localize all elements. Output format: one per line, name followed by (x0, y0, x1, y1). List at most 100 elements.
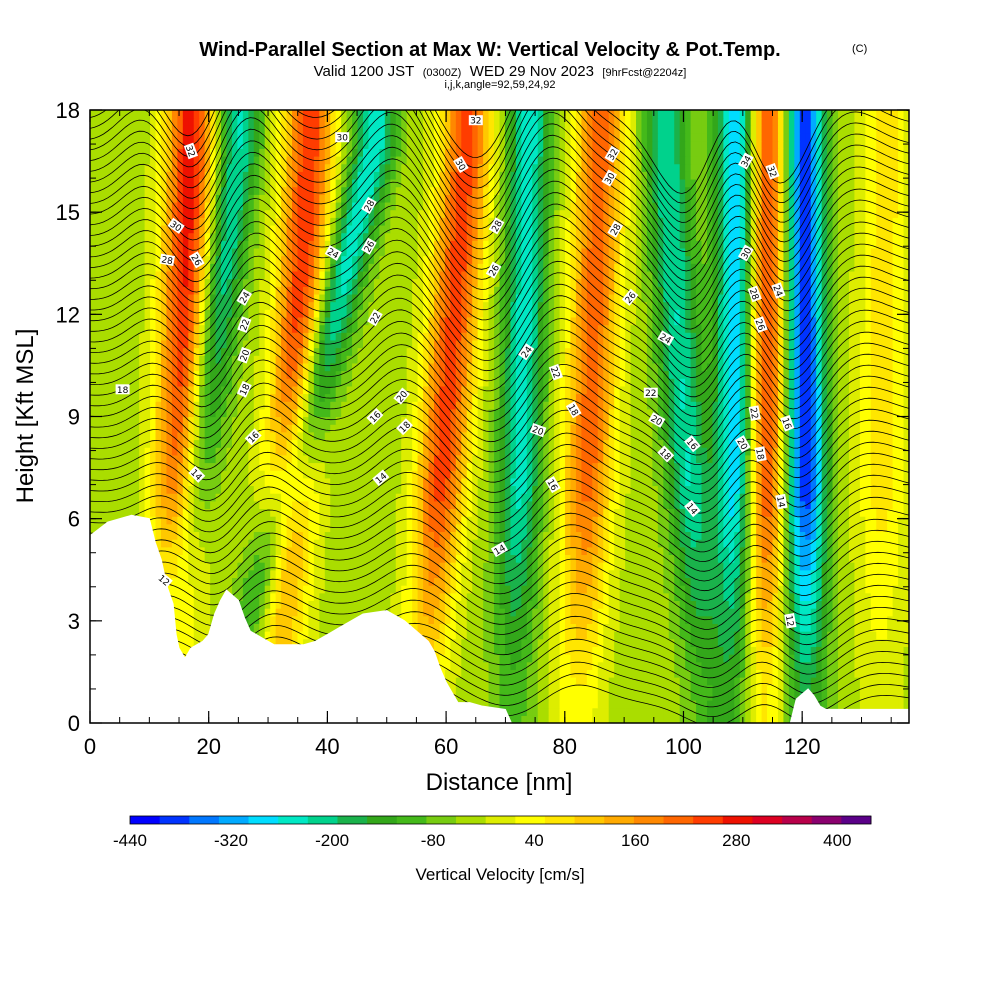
velocity-cell (657, 715, 664, 723)
velocity-cell (510, 692, 517, 701)
velocity-cell (390, 554, 397, 563)
velocity-cell (838, 577, 845, 586)
velocity-cell (472, 516, 479, 525)
velocity-cell (515, 638, 522, 647)
velocity-cell (455, 516, 462, 525)
velocity-cell (859, 677, 866, 686)
velocity-cell (734, 485, 741, 494)
velocity-cell (144, 462, 151, 471)
velocity-cell (859, 585, 866, 594)
velocity-cell (870, 631, 877, 640)
velocity-cell (668, 615, 675, 624)
velocity-cell (652, 715, 659, 723)
velocity-cell (788, 638, 795, 647)
velocity-cell (210, 562, 217, 571)
velocity-cell (532, 585, 539, 594)
velocity-cell (193, 631, 200, 640)
velocity-cell (799, 661, 806, 670)
velocity-cell (510, 523, 517, 533)
velocity-cell (302, 585, 309, 594)
velocity-cell (477, 608, 484, 617)
velocity-cell (827, 684, 834, 693)
velocity-cell (701, 477, 708, 487)
velocity-cell (794, 485, 801, 494)
velocity-cell (881, 677, 888, 686)
velocity-cell (450, 608, 457, 617)
velocity-cell (887, 539, 894, 548)
velocity-cell (450, 500, 457, 510)
velocity-cell (570, 585, 577, 594)
velocity-cell (346, 485, 353, 494)
velocity-cell (712, 562, 719, 571)
velocity-cell (717, 677, 724, 686)
velocity-cell (439, 539, 446, 548)
velocity-cell (193, 531, 200, 540)
velocity-cell (483, 692, 490, 701)
velocity-cell (199, 500, 206, 510)
velocity-cell (728, 585, 735, 594)
velocity-cell (679, 600, 686, 609)
velocity-cell (335, 592, 342, 601)
velocity-cell (412, 554, 419, 563)
velocity-cell (848, 493, 855, 502)
velocity-cell (657, 677, 664, 686)
velocity-cell (827, 654, 834, 663)
velocity-cell (313, 493, 320, 502)
velocity-cell (401, 531, 408, 540)
velocity-cell (477, 615, 484, 624)
velocity-cell (739, 707, 746, 716)
velocity-cell (772, 707, 779, 716)
velocity-cell (887, 554, 894, 563)
velocity-cell (515, 585, 522, 594)
velocity-cell (281, 531, 288, 540)
velocity-cell (603, 477, 610, 487)
velocity-cell (603, 692, 610, 701)
velocity-cell (668, 692, 675, 701)
velocity-cell (565, 638, 572, 647)
velocity-cell (674, 523, 681, 533)
velocity-cell (717, 546, 724, 556)
velocity-cell (750, 707, 757, 716)
velocity-cell (772, 546, 779, 556)
velocity-cell (728, 477, 735, 487)
velocity-cell (504, 577, 512, 586)
velocity-cell (881, 562, 888, 571)
velocity-cell (204, 477, 211, 487)
velocity-cell (898, 569, 905, 579)
velocity-cell (723, 523, 730, 533)
velocity-cell (330, 508, 337, 517)
velocity-cell (772, 470, 779, 479)
velocity-cell (750, 531, 757, 540)
velocity-cell (630, 661, 637, 670)
velocity-cell (614, 539, 621, 548)
velocity-cell (548, 608, 555, 617)
velocity-cell (510, 615, 517, 624)
velocity-cell (575, 677, 582, 686)
velocity-cell (483, 600, 490, 609)
velocity-cell (619, 623, 626, 632)
velocity-cell (313, 539, 320, 548)
velocity-cell (95, 493, 102, 502)
velocity-cell (810, 638, 817, 647)
velocity-cell (701, 523, 708, 533)
velocity-cell (832, 631, 839, 640)
velocity-cell (461, 615, 468, 624)
velocity-cell (690, 585, 697, 594)
velocity-cell (548, 562, 555, 571)
velocity-cell (95, 485, 102, 494)
velocity-cell (745, 477, 752, 487)
velocity-cell (221, 562, 228, 571)
velocity-cell (433, 500, 441, 510)
velocity-cell (199, 477, 206, 487)
velocity-cell (275, 554, 282, 563)
velocity-cell (433, 562, 441, 571)
velocity-cell (412, 523, 419, 533)
velocity-cell (717, 700, 724, 709)
velocity-cell (854, 539, 861, 548)
velocity-cell (363, 539, 370, 548)
velocity-cell (368, 508, 375, 517)
velocity-cell (210, 485, 217, 494)
velocity-cell (876, 677, 883, 686)
velocity-cell (204, 585, 211, 594)
velocity-cell (723, 562, 730, 571)
